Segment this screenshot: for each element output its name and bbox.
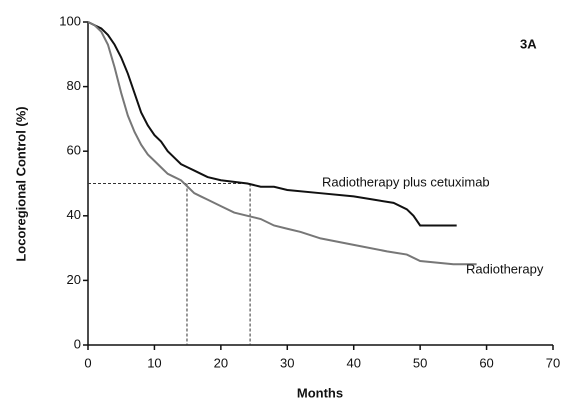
x-tick-label: 50	[413, 355, 427, 370]
x-tick-label: 10	[147, 355, 161, 370]
x-tick-label: 70	[546, 355, 560, 370]
x-tick-label: 60	[479, 355, 493, 370]
x-tick-label: 40	[346, 355, 360, 370]
y-axis-label: Locoregional Control (%)	[13, 106, 28, 261]
x-tick-label: 30	[280, 355, 294, 370]
panel-label: 3A	[520, 36, 537, 51]
series-label: Radiotherapy plus cetuximab	[322, 174, 490, 189]
y-tick-label: 40	[67, 207, 81, 222]
x-tick-label: 20	[214, 355, 228, 370]
y-tick-label: 80	[67, 78, 81, 93]
series-label: Radiotherapy	[466, 261, 544, 276]
y-tick-label: 0	[74, 336, 81, 351]
x-tick-label: 0	[84, 355, 91, 370]
x-axis-label: Months	[297, 385, 343, 400]
survival-curve	[87, 21, 477, 266]
y-tick-label: 100	[59, 13, 81, 28]
y-tick-label: 60	[67, 143, 81, 158]
y-tick-label: 20	[67, 272, 81, 287]
survival-curve	[87, 21, 457, 227]
